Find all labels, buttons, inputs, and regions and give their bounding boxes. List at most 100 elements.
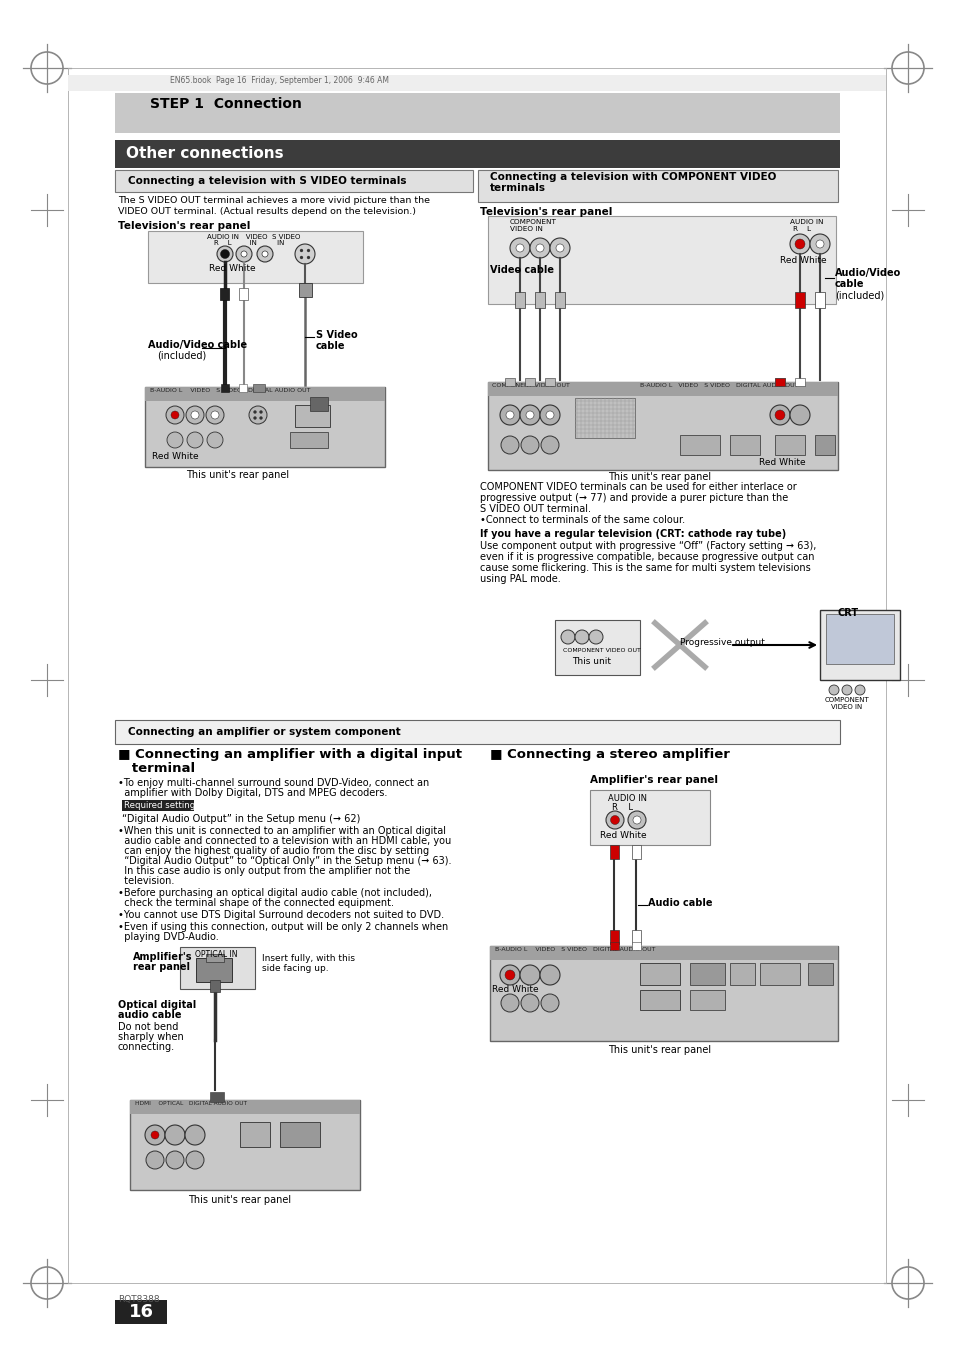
Text: Optical digital: Optical digital	[118, 1000, 196, 1011]
Circle shape	[299, 255, 303, 259]
Bar	[122, 800, 193, 811]
Circle shape	[151, 1131, 159, 1139]
Text: (included): (included)	[157, 351, 206, 361]
Text: Use component output with progressive “Off” (Factory setting ➞ 63),: Use component output with progressive “O…	[479, 540, 816, 551]
Text: Red White: Red White	[209, 263, 255, 273]
Bar	[609, 929, 618, 944]
Circle shape	[259, 416, 262, 420]
Text: •When this unit is connected to an amplifier with an Optical digital: •When this unit is connected to an ampli…	[118, 825, 446, 836]
Bar	[115, 720, 840, 744]
Circle shape	[307, 255, 310, 259]
Text: AUDIO IN: AUDIO IN	[789, 219, 822, 226]
Bar	[774, 378, 784, 386]
Circle shape	[171, 411, 179, 419]
Bar	[535, 292, 544, 308]
Circle shape	[588, 630, 602, 644]
Circle shape	[605, 811, 623, 830]
Bar	[555, 620, 639, 676]
Text: television.: television.	[118, 875, 174, 886]
Bar	[115, 170, 473, 192]
Bar	[488, 382, 837, 396]
Bar	[524, 378, 535, 386]
Bar	[689, 963, 724, 985]
Text: If you have a regular television (CRT: cathode ray tube): If you have a regular television (CRT: c…	[479, 530, 785, 539]
Text: S Video: S Video	[315, 330, 357, 340]
Text: COMPONENT VIDEO terminals can be used for either interlace or: COMPONENT VIDEO terminals can be used fo…	[479, 482, 796, 492]
Bar	[774, 378, 784, 386]
Circle shape	[560, 630, 575, 644]
Bar	[814, 435, 834, 455]
Circle shape	[499, 965, 519, 985]
Circle shape	[235, 246, 252, 262]
Circle shape	[294, 245, 314, 263]
Circle shape	[575, 630, 588, 644]
Text: amplifier with Dolby Digital, DTS and MPEG decoders.: amplifier with Dolby Digital, DTS and MP…	[118, 788, 387, 798]
Circle shape	[504, 970, 515, 979]
Text: check the terminal shape of the connected equipment.: check the terminal shape of the connecte…	[118, 898, 394, 908]
Text: Red White: Red White	[779, 255, 825, 265]
Bar	[195, 958, 232, 982]
Circle shape	[146, 1151, 164, 1169]
Bar	[290, 432, 328, 449]
Text: CRT: CRT	[837, 608, 858, 617]
Text: (included): (included)	[834, 290, 883, 300]
Circle shape	[220, 250, 230, 258]
Circle shape	[550, 238, 569, 258]
Text: cause some flickering. This is the same for multi system televisions: cause some flickering. This is the same …	[479, 563, 810, 573]
Text: using PAL mode.: using PAL mode.	[479, 574, 560, 584]
Bar	[210, 1092, 224, 1102]
Text: Connecting an amplifier or system component: Connecting an amplifier or system compon…	[128, 727, 400, 738]
Text: AUDIO IN: AUDIO IN	[607, 794, 646, 802]
Circle shape	[253, 416, 256, 420]
Circle shape	[516, 245, 523, 253]
Text: “Digital Audio Output” to “Optical Only” in the Setup menu (➞ 63).: “Digital Audio Output” to “Optical Only”…	[118, 857, 451, 866]
Text: R    L: R L	[792, 226, 810, 232]
Circle shape	[145, 1125, 165, 1146]
Bar	[488, 382, 837, 470]
Text: COMPONENT VIDEO OUT: COMPONENT VIDEO OUT	[562, 648, 640, 653]
Text: Required setting: Required setting	[124, 801, 195, 811]
Text: RQT8388: RQT8388	[118, 1296, 159, 1304]
Text: VIDEO IN: VIDEO IN	[510, 226, 542, 232]
Text: can enjoy the highest quality of audio from the disc by setting: can enjoy the highest quality of audio f…	[118, 846, 429, 857]
Bar	[729, 435, 760, 455]
Text: Red White: Red White	[599, 831, 645, 840]
Circle shape	[520, 436, 538, 454]
Circle shape	[187, 432, 203, 449]
Bar	[814, 292, 824, 308]
Circle shape	[540, 436, 558, 454]
Text: audio cable and connected to a television with an HDMI cable, you: audio cable and connected to a televisio…	[118, 836, 451, 846]
Bar	[148, 231, 363, 282]
Circle shape	[519, 405, 539, 426]
Circle shape	[556, 245, 563, 253]
Circle shape	[809, 234, 829, 254]
Text: This unit: This unit	[572, 657, 611, 666]
Text: Insert fully, with this: Insert fully, with this	[262, 954, 355, 963]
Bar	[130, 1100, 359, 1190]
Text: Television's rear panel: Television's rear panel	[479, 207, 612, 218]
Text: EN65.book  Page 16  Friday, September 1, 2006  9:46 AM: EN65.book Page 16 Friday, September 1, 2…	[170, 76, 389, 85]
Bar	[760, 963, 800, 985]
Text: VIDEO OUT terminal. (Actual results depend on the television.): VIDEO OUT terminal. (Actual results depe…	[118, 207, 416, 216]
Bar	[631, 942, 640, 950]
Bar	[477, 170, 837, 203]
Text: This unit's rear panel: This unit's rear panel	[189, 1196, 292, 1205]
Bar	[490, 946, 837, 961]
Circle shape	[815, 240, 823, 249]
Bar	[807, 963, 832, 985]
Circle shape	[262, 251, 268, 257]
Text: B-AUDIO L   VIDEO   S VIDEO   DIGITAL AUDIO OUT: B-AUDIO L VIDEO S VIDEO DIGITAL AUDIO OU…	[639, 382, 798, 388]
Circle shape	[794, 239, 804, 249]
Circle shape	[854, 685, 864, 694]
Text: This unit's rear panel: This unit's rear panel	[186, 470, 290, 480]
Text: •To enjoy multi-channel surround sound DVD-Video, connect an: •To enjoy multi-channel surround sound D…	[118, 778, 429, 788]
Circle shape	[299, 249, 303, 253]
Text: B-AUDIO L    VIDEO   S VIDEO   DIGITAL AUDIO OUT: B-AUDIO L VIDEO S VIDEO DIGITAL AUDIO OU…	[495, 947, 655, 952]
Text: ■ Connecting a stereo amplifier: ■ Connecting a stereo amplifier	[490, 748, 729, 761]
Text: This unit's rear panel: This unit's rear panel	[608, 1046, 711, 1055]
Bar	[609, 844, 618, 859]
Bar	[820, 611, 899, 680]
Bar	[794, 378, 804, 386]
Text: •You cannot use DTS Digital Surround decoders not suited to DVD.: •You cannot use DTS Digital Surround dec…	[118, 911, 444, 920]
Circle shape	[627, 811, 645, 830]
